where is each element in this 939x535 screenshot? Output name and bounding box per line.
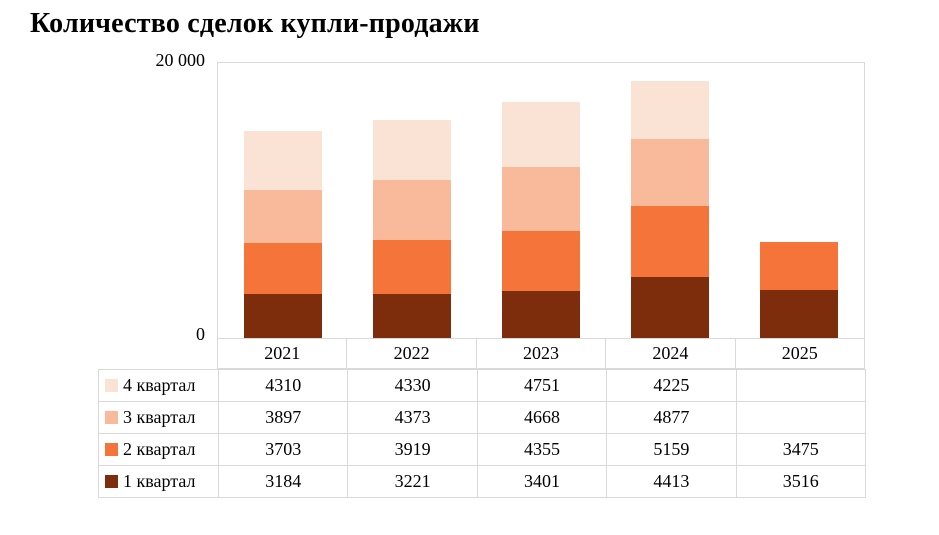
table-cell-q2-2025: 3475 <box>736 434 865 465</box>
bar-segment-2021-1-квартал <box>243 294 322 338</box>
chart-title: Количество сделок купли-продажи <box>30 8 480 39</box>
bar-segment-2023-1-квартал <box>502 291 580 338</box>
bar-column-2024 <box>606 63 735 338</box>
table-cell-q3-2023: 4668 <box>477 402 607 433</box>
x-axis-label-2024: 2024 <box>606 339 735 368</box>
table-cell-q2-2022: 3919 <box>348 434 477 465</box>
table-cell-q4-2024: 4225 <box>607 370 736 401</box>
table-cell-q3-2021: 3897 <box>219 402 348 433</box>
bar-segment-2022-3-квартал <box>372 179 451 240</box>
bar-column-2021 <box>218 63 347 338</box>
bar-segment-2025-1-квартал <box>760 289 839 338</box>
bar-column-2023 <box>476 63 605 338</box>
legend-label-q3: 3 квартал <box>123 407 196 427</box>
bar-segment-2022-2-квартал <box>372 239 451 294</box>
bar-segment-2024-3-квартал <box>631 139 710 207</box>
bar-column-2022 <box>347 63 476 338</box>
table-cell-q1-2022: 3221 <box>348 466 477 497</box>
bar-segment-2021-4-квартал <box>243 130 322 190</box>
bar-segment-2022-1-квартал <box>372 293 451 338</box>
bar-segment-2024-2-квартал <box>631 206 710 278</box>
legend-item-q2: 2 квартал <box>99 434 218 465</box>
y-axis-min-label: 0 <box>196 324 205 344</box>
table-cell-q4-2023: 4751 <box>477 370 607 401</box>
bar-segment-2024-4-квартал <box>631 81 710 140</box>
table-cell-q4-2022: 4330 <box>348 370 477 401</box>
bar-segment-2023-4-квартал <box>502 101 580 168</box>
table-cell-q1-2024: 4413 <box>607 466 736 497</box>
table-cell-q2-2024: 5159 <box>607 434 736 465</box>
bar-segment-2021-3-квартал <box>243 189 322 244</box>
table-cell-q1-2021: 3184 <box>219 466 348 497</box>
legend-item-q4: 4 квартал <box>99 370 218 401</box>
table-cell-q2-2021: 3703 <box>219 434 348 465</box>
legend-swatch-q3-icon <box>105 411 118 424</box>
table-cell-q1-2023: 3401 <box>477 466 607 497</box>
bar-segment-2023-2-квартал <box>502 231 580 292</box>
bar-segment-2021-2-квартал <box>243 243 322 295</box>
table-cell-q3-2025 <box>736 402 865 433</box>
y-axis-max-label: 20 000 <box>155 50 206 70</box>
legend-label-q4: 4 квартал <box>123 375 196 395</box>
x-axis-label-2025: 2025 <box>735 339 864 368</box>
bar-segment-2022-4-квартал <box>372 120 451 180</box>
legend-label-q2: 2 квартал <box>123 439 196 459</box>
table-cell-q2-2023: 4355 <box>477 434 607 465</box>
x-axis-label-2021: 2021 <box>218 339 347 368</box>
bar-segment-2024-1-квартал <box>631 277 710 338</box>
x-axis-label-2023: 2023 <box>476 339 606 368</box>
data-table: 4 квартал 4310 4330 4751 4225 3 квартал … <box>98 369 866 498</box>
legend-label-q1: 1 квартал <box>123 471 196 491</box>
table-cell-q4-2025 <box>736 370 865 401</box>
table-cell-q3-2022: 4373 <box>348 402 477 433</box>
table-cell-q1-2025: 3516 <box>736 466 865 497</box>
plot-area <box>217 62 865 338</box>
bar-segment-2025-2-квартал <box>760 241 839 290</box>
bar-column-2025 <box>735 63 864 338</box>
legend-swatch-q1-icon <box>105 475 118 488</box>
x-axis-label-2022: 2022 <box>347 339 476 368</box>
bar-segment-2023-3-квартал <box>502 167 580 232</box>
legend-swatch-q2-icon <box>105 443 118 456</box>
table-cell-q3-2024: 4877 <box>607 402 736 433</box>
legend-swatch-q4-icon <box>105 379 118 392</box>
legend-item-q3: 3 квартал <box>99 402 218 433</box>
legend-item-q1: 1 квартал <box>99 466 218 497</box>
table-cell-q4-2021: 4310 <box>219 370 348 401</box>
x-axis-labels-row: 2021 2022 2023 2024 2025 <box>217 338 865 369</box>
